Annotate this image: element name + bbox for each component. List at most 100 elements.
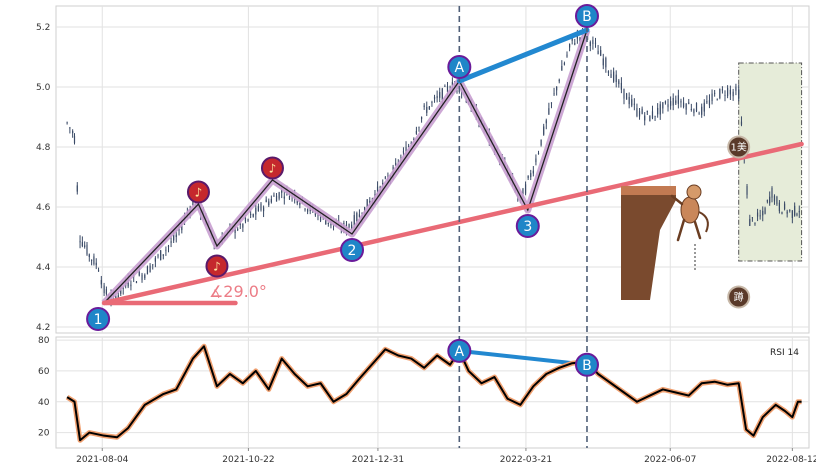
- candle-body: [244, 217, 247, 222]
- marker-circle-pivot: [447, 338, 472, 363]
- candle-body: [738, 89, 740, 99]
- candle-body: [95, 262, 97, 266]
- candle-body: [441, 88, 443, 101]
- candle-body: [724, 95, 726, 97]
- candle-body: [688, 102, 690, 104]
- candle-body: [636, 108, 638, 116]
- candle-body: [167, 245, 170, 247]
- marker-label-badge: 1美: [731, 141, 747, 154]
- pattern-markers: 1 2 3 A B ♪ ♪ ♪ 1美蹲 A B: [86, 4, 751, 377]
- axis-ticks: 4.2 4.4 4.6 4.8 5.0 5.2 20 40 60 80 2021-08-04 2021…: [36, 23, 816, 465]
- candle-body: [348, 224, 350, 228]
- monkey-limbs: [670, 194, 702, 242]
- marker-circle-pivot: [515, 214, 540, 238]
- zigzag-line: [103, 29, 588, 304]
- marker-label-pivot: A: [455, 60, 465, 76]
- candle-body: [84, 245, 86, 247]
- xtick-label: 2022-06-07: [644, 455, 696, 465]
- candle-body: [160, 250, 162, 261]
- candle-body: [701, 106, 703, 115]
- candle-body: [607, 71, 610, 73]
- candle-body: [66, 122, 68, 124]
- candle-body: [600, 50, 602, 56]
- candle-body: [81, 242, 83, 247]
- candle-body: [764, 208, 766, 214]
- candle-body: [711, 93, 713, 102]
- candle-body: [769, 196, 771, 204]
- candle-body: [716, 99, 718, 101]
- candle-body: [270, 198, 272, 203]
- candle-body: [304, 208, 306, 210]
- candle-body: [610, 73, 612, 78]
- candle-body: [698, 113, 700, 115]
- candle-body: [794, 205, 796, 216]
- candle-body: [726, 88, 729, 96]
- candle-body: [781, 211, 783, 215]
- candle-body: [751, 217, 753, 219]
- candle-body: [561, 65, 563, 71]
- candle-body: [721, 89, 724, 91]
- candle-body: [103, 285, 105, 294]
- candle-body: [659, 104, 661, 115]
- candle-body: [667, 104, 669, 108]
- candle-body: [615, 74, 617, 82]
- candle-body: [574, 43, 576, 45]
- candle-body: [662, 102, 664, 109]
- candle-body: [192, 199, 194, 206]
- price-ytick-label: 4.6: [36, 203, 51, 213]
- candle-body: [677, 95, 679, 104]
- rsi-ytick-label: 80: [38, 336, 50, 346]
- marker-label-note: ♪: [213, 259, 221, 273]
- marker-circle-pivot: [340, 238, 365, 262]
- candle-body: [690, 108, 692, 111]
- marker-label-pivot: 1: [94, 312, 103, 328]
- candle-body: [181, 225, 183, 231]
- candle-body: [384, 177, 386, 179]
- price-ytick-label: 4.8: [36, 143, 51, 153]
- candle-body: [426, 107, 428, 113]
- candle-body: [618, 80, 620, 85]
- candle-body: [173, 234, 175, 241]
- candle-body: [97, 270, 100, 272]
- candle-body: [431, 101, 433, 103]
- marker-label-note: ♪: [195, 185, 203, 199]
- candle-body: [86, 244, 88, 255]
- candle-body: [620, 82, 622, 90]
- candle-body: [281, 189, 283, 193]
- candle-body: [672, 98, 674, 106]
- candle-body: [631, 99, 633, 106]
- target-zone: [738, 62, 803, 262]
- candle-body: [356, 213, 358, 222]
- candle-body: [79, 240, 81, 243]
- candle-body: [157, 255, 159, 257]
- candle-body: [773, 195, 776, 202]
- candle-body: [358, 214, 361, 218]
- candle-body: [262, 207, 265, 212]
- candle-body: [524, 184, 527, 194]
- candle-body: [408, 146, 410, 148]
- candle-body: [553, 93, 555, 95]
- candle-body: [237, 229, 239, 231]
- marker-circle-pivot: [86, 307, 111, 331]
- marker-circle-pivot: [447, 55, 472, 79]
- candle-body: [579, 37, 581, 42]
- candle-body: [418, 127, 420, 129]
- candle-body: [314, 212, 316, 216]
- candle-body: [273, 195, 275, 197]
- candle-body: [117, 295, 119, 298]
- candle-body: [756, 212, 759, 217]
- candle-body: [540, 139, 542, 146]
- candle-body: [146, 266, 149, 275]
- candle-body: [93, 256, 95, 265]
- candle-body: [670, 101, 672, 106]
- candle-body: [527, 175, 529, 179]
- marker-label-badge: 蹲: [734, 291, 744, 304]
- target-zone-box: [738, 62, 803, 262]
- candle-body: [649, 115, 651, 122]
- marker-label-pivot: A: [455, 344, 465, 360]
- cliff-top: [621, 186, 676, 195]
- candle-body: [283, 196, 285, 199]
- candle-body: [703, 102, 705, 112]
- candle-body: [149, 265, 151, 272]
- candle-body: [325, 220, 327, 225]
